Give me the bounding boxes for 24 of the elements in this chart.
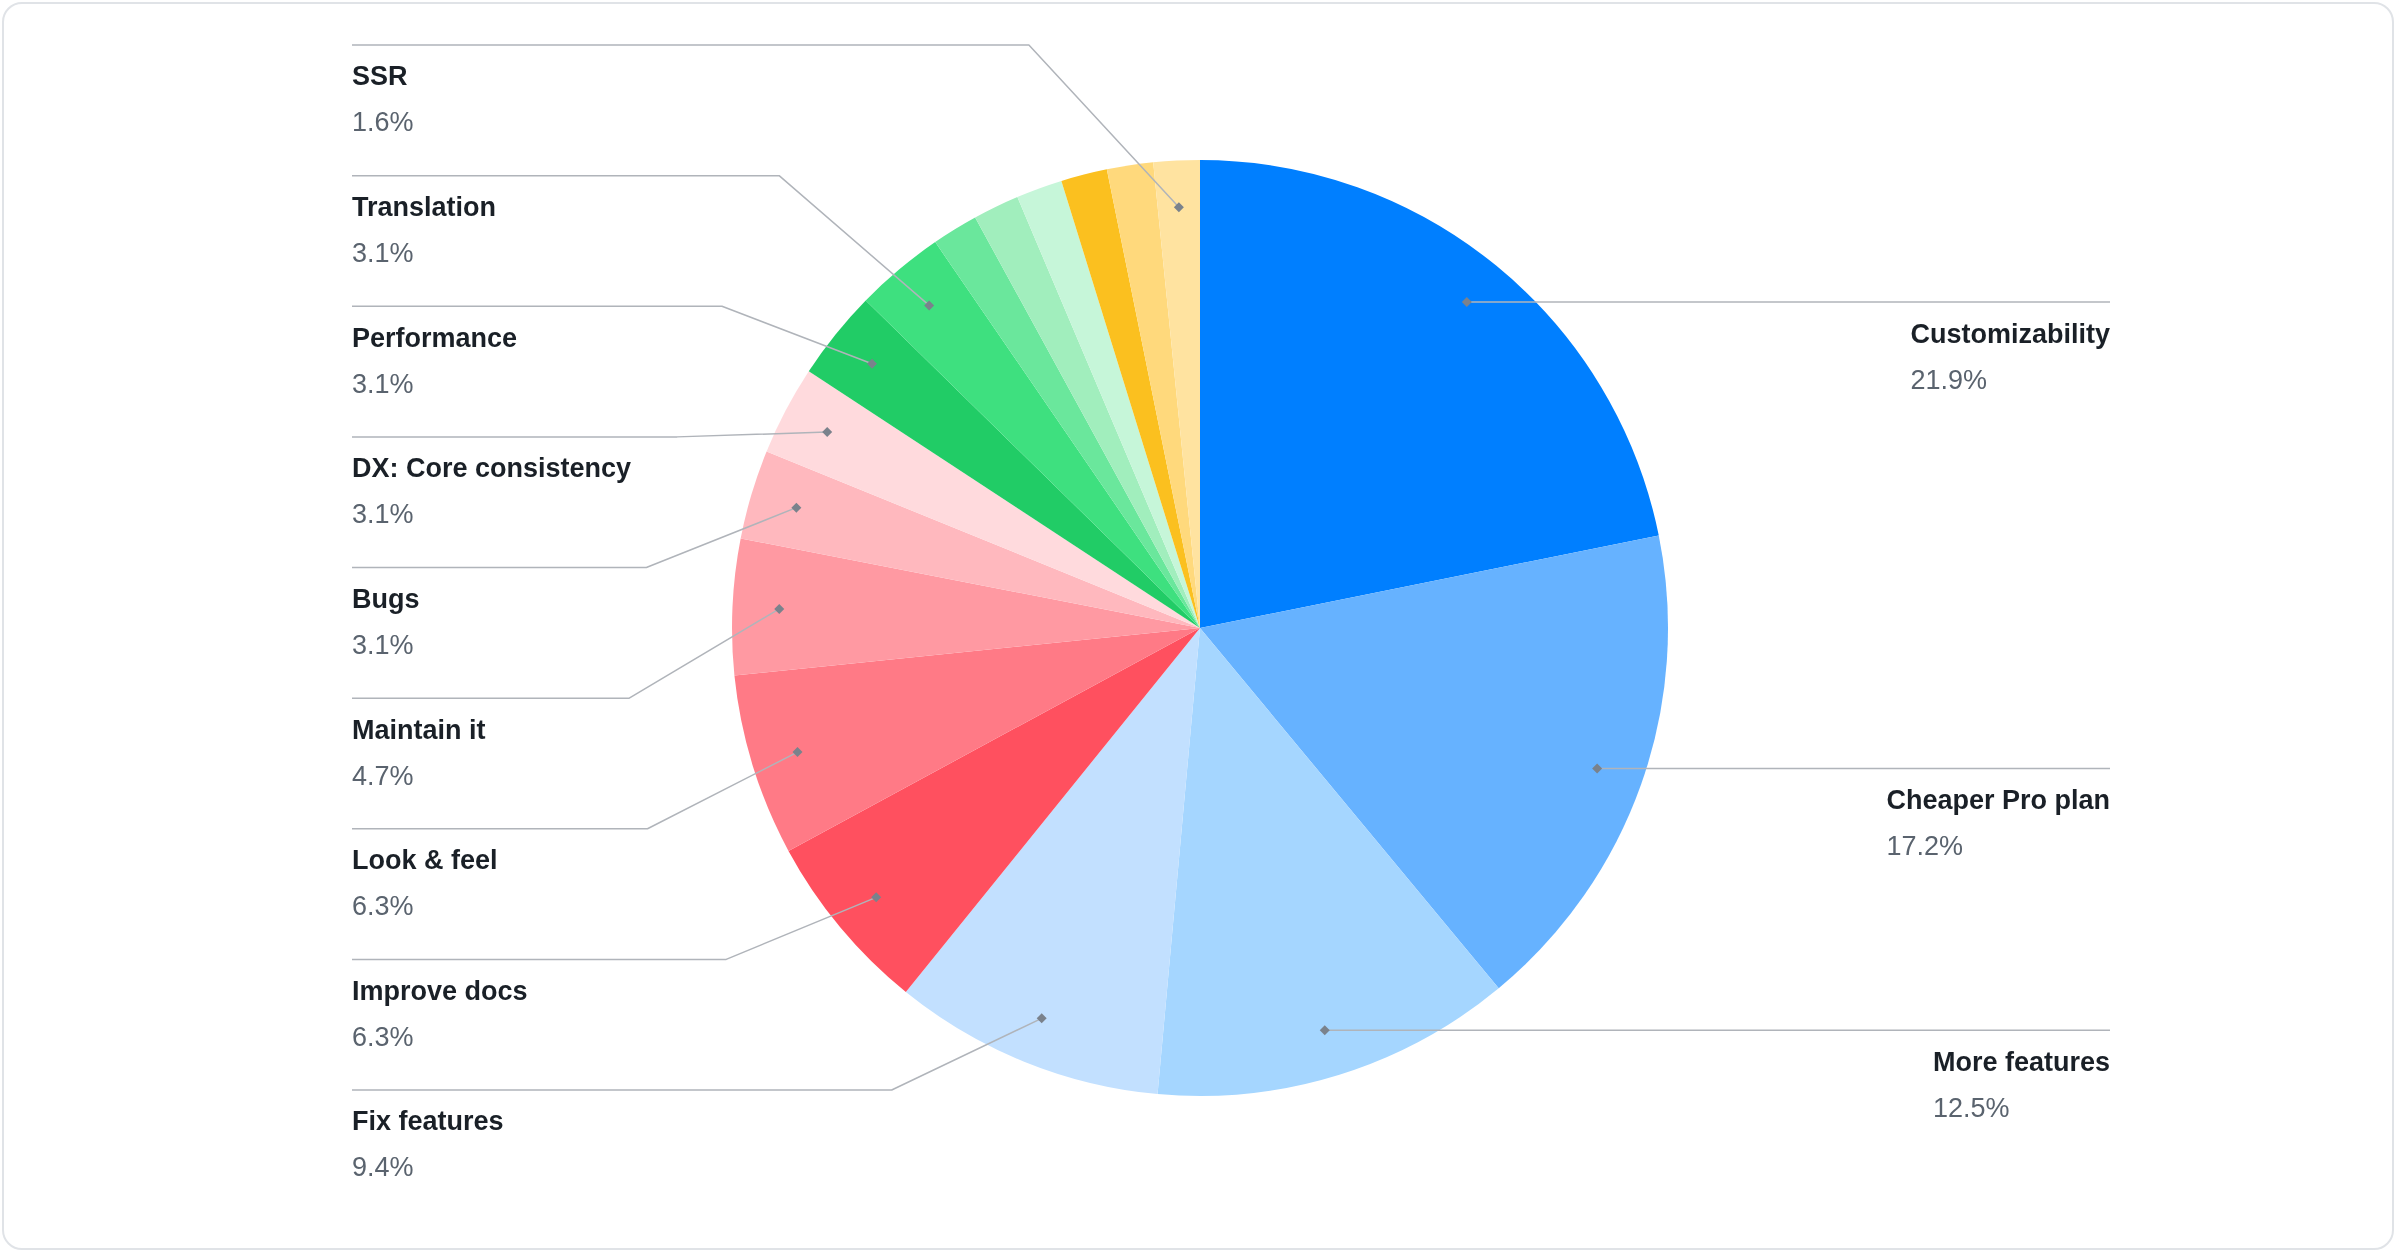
slice-label: Customizability [1910,318,2111,349]
slice-label: SSR [352,61,408,92]
slice-label: More features [1932,1046,2111,1077]
slice-label: Look & feel [352,845,498,876]
data-label: 21.9% [1910,364,1988,395]
slice-label: Cheaper Pro plan [1886,784,2111,815]
data-label: 6.3% [352,891,414,922]
slice-label: Maintain it [352,714,486,745]
data-label: 4.7% [352,760,414,791]
slice-label: Translation [352,192,497,223]
slice-label: Bugs [352,583,420,614]
data-label: 1.6% [352,107,414,138]
data-label: 3.1% [352,629,414,660]
slice-label: DX: Core consistency [352,453,632,484]
slice-label: Performance [352,322,518,353]
data-label: 12.5% [1932,1092,2010,1123]
slice-label: Improve docs [352,975,528,1006]
data-label: 3.1% [352,238,414,269]
slice-label: Fix features [352,1106,504,1137]
data-label: 3.1% [352,368,414,399]
data-label: 3.1% [352,499,414,530]
data-label: 9.4% [352,1152,414,1183]
data-label: 17.2% [1886,830,1964,861]
data-label: 6.3% [352,1021,414,1052]
